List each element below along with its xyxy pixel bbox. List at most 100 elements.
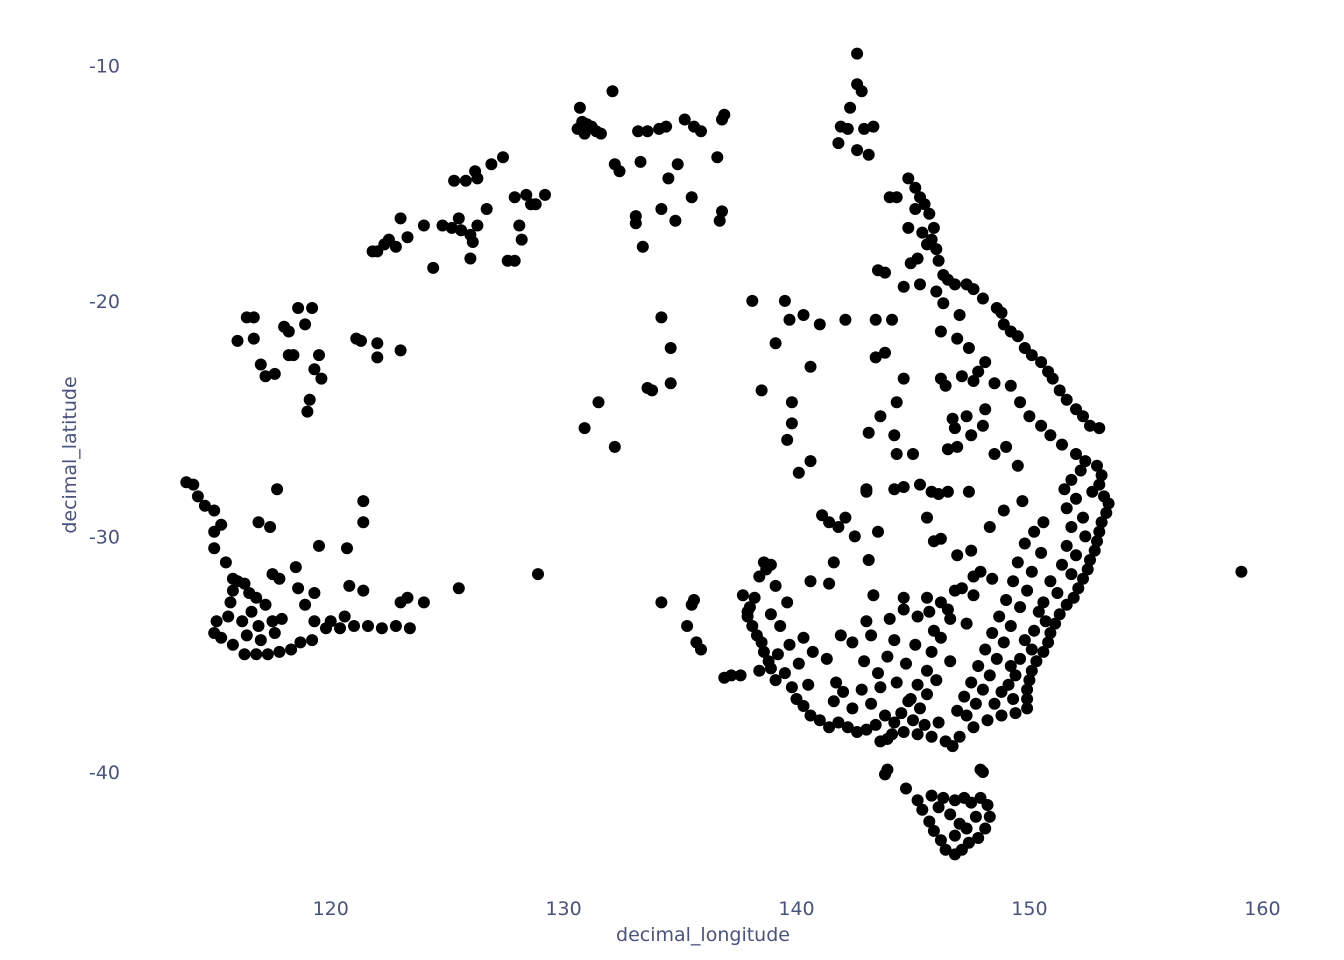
data-point	[695, 125, 707, 138]
data-point	[774, 620, 787, 632]
data-point	[508, 191, 521, 204]
data-point	[1044, 429, 1057, 442]
data-point	[988, 448, 1001, 460]
data-point	[841, 122, 854, 135]
data-point	[930, 674, 943, 687]
data-point	[198, 499, 211, 512]
data-point	[960, 617, 973, 630]
data-point	[995, 709, 1008, 722]
data-point	[937, 297, 950, 310]
data-point	[1037, 596, 1050, 609]
data-point	[1004, 379, 1017, 392]
data-point	[734, 669, 747, 682]
data-point	[716, 205, 728, 218]
data-point	[357, 584, 370, 597]
data-point	[1088, 544, 1101, 557]
data-point	[967, 589, 980, 602]
data-point	[1046, 372, 1059, 385]
data-point	[769, 337, 782, 350]
data-point	[578, 422, 591, 435]
data-point	[904, 257, 917, 270]
data-point	[916, 803, 929, 816]
data-point	[883, 612, 896, 625]
data-point	[781, 433, 794, 446]
data-point	[1014, 601, 1027, 614]
data-point	[662, 172, 675, 185]
data-point	[306, 634, 319, 647]
data-point	[769, 579, 782, 592]
data-point	[636, 240, 649, 253]
data-point	[532, 568, 544, 581]
data-point	[760, 563, 773, 576]
data-point	[641, 125, 654, 138]
data-point	[972, 832, 985, 844]
data-point	[273, 572, 286, 585]
data-point	[890, 676, 903, 689]
data-point	[436, 219, 449, 232]
data-point	[797, 631, 810, 644]
data-point	[983, 669, 996, 682]
data-point	[911, 794, 924, 807]
data-point	[445, 221, 458, 234]
data-point	[897, 726, 910, 738]
data-point	[967, 721, 980, 734]
data-point	[753, 664, 766, 677]
data-point	[925, 730, 938, 743]
data-point	[778, 294, 791, 307]
data-point	[1021, 702, 1034, 715]
data-point	[259, 370, 272, 383]
x-axis-ticks: 120 130 140 150 160	[313, 898, 1281, 920]
data-point	[497, 151, 509, 164]
data-point	[1070, 448, 1082, 460]
data-point	[890, 396, 903, 409]
data-point	[785, 396, 798, 409]
data-point	[736, 589, 749, 602]
data-point	[865, 697, 878, 710]
data-point	[955, 370, 968, 383]
data-point	[934, 596, 947, 609]
data-point	[841, 721, 854, 734]
data-point	[285, 643, 298, 656]
data-point	[934, 532, 947, 545]
data-point	[748, 591, 761, 604]
data-point	[268, 367, 281, 380]
data-point	[939, 379, 952, 392]
data-point	[289, 561, 302, 574]
data-point	[934, 834, 947, 847]
data-point	[960, 410, 973, 423]
data-point	[294, 636, 307, 649]
data-point	[664, 342, 677, 354]
data-point	[539, 188, 551, 201]
data-point	[247, 332, 260, 345]
data-point	[769, 674, 782, 687]
data-point	[245, 605, 258, 618]
data-point	[900, 782, 912, 795]
data-point	[1084, 419, 1096, 432]
data-point	[238, 577, 251, 590]
data-point	[394, 344, 407, 357]
data-point	[1091, 459, 1103, 472]
data-point	[948, 278, 961, 291]
data-point	[1039, 615, 1052, 628]
data-point	[813, 318, 826, 331]
data-point	[888, 483, 901, 496]
data-point	[1074, 464, 1087, 477]
y-tick-label: -20	[89, 291, 120, 313]
data-point	[976, 292, 989, 305]
data-point	[357, 516, 370, 529]
data-point	[962, 485, 975, 498]
data-point	[958, 690, 971, 703]
data-point	[974, 763, 987, 776]
data-point	[948, 422, 961, 435]
data-point	[1079, 455, 1092, 468]
data-point	[832, 716, 845, 729]
data-point	[417, 219, 430, 232]
data-point	[969, 697, 982, 710]
data-point	[646, 384, 659, 397]
data-point	[960, 822, 973, 835]
data-point	[1007, 693, 1020, 705]
data-point	[306, 302, 319, 314]
data-point	[927, 221, 940, 234]
data-point	[303, 393, 316, 406]
data-point	[948, 848, 961, 861]
